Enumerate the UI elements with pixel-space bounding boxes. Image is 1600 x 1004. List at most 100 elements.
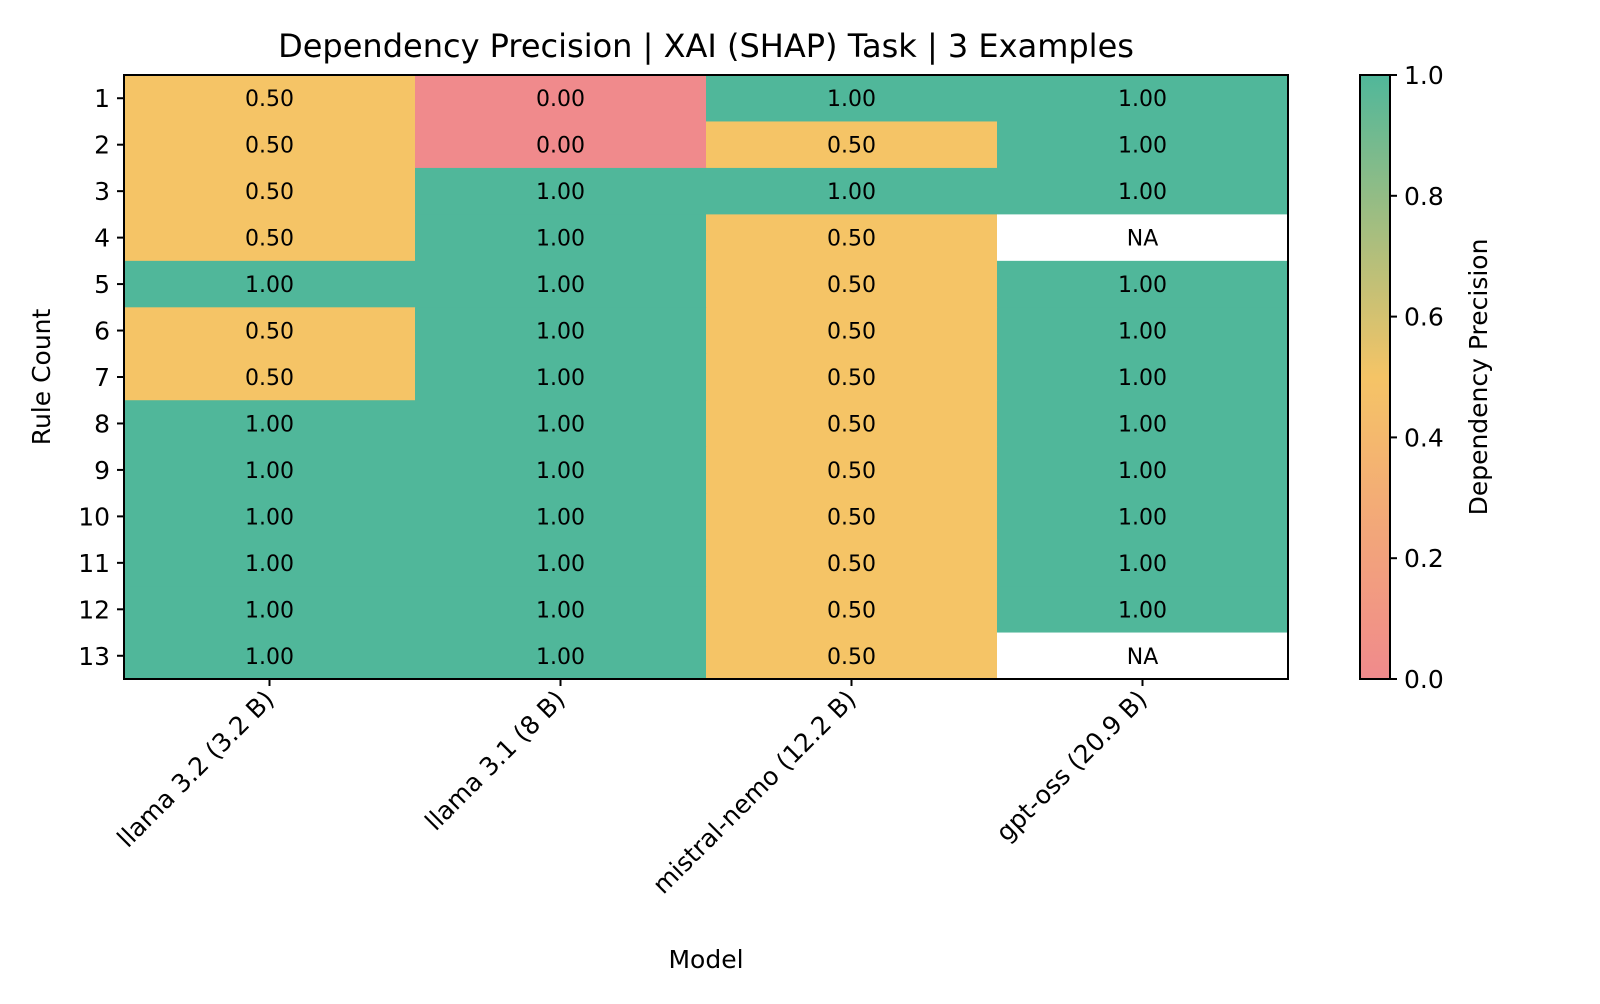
heatmap-cell — [997, 307, 1289, 355]
cell-value-label: NA — [1127, 227, 1159, 252]
heatmap-cell — [706, 400, 998, 448]
y-tick-label: 4 — [94, 224, 110, 253]
cell-value-label: 1.00 — [245, 459, 294, 484]
heatmap-cell — [706, 121, 998, 169]
heatmap-cell — [415, 446, 707, 494]
heatmap-cell — [124, 214, 416, 262]
y-tick-label: 9 — [94, 456, 110, 485]
heatmap-cell — [706, 75, 998, 122]
heatmap-cell — [706, 214, 998, 262]
heatmap-cell — [997, 121, 1289, 169]
colorbar-tick-label: 0.4 — [1404, 423, 1444, 452]
x-axis: llama 3.2 (3.2 B) llama 3.1 (8 B) mistral-… — [112, 679, 1153, 900]
cell-value-label: 1.00 — [536, 180, 585, 205]
cell-value-label: 1.00 — [827, 180, 876, 205]
colorbar-tick-label: 0.2 — [1404, 544, 1444, 573]
heatmap-cell — [415, 260, 707, 308]
heatmap-cell — [997, 400, 1289, 448]
heatmap-cell — [997, 493, 1289, 541]
heatmap-cell — [415, 214, 707, 262]
cell-value-label: 1.00 — [1118, 505, 1167, 530]
heatmap-cell — [415, 75, 707, 122]
y-tick-label: 3 — [94, 177, 110, 206]
cell-value-label: 1.00 — [536, 412, 585, 437]
colorbar: 0.0 0.2 0.4 0.6 0.8 1.0 Dependency Precision — [1359, 61, 1493, 694]
cell-value-label: 0.50 — [827, 505, 876, 530]
heatmap-cell — [706, 586, 998, 634]
cell-value-label: 0.00 — [536, 87, 585, 112]
heatmap-cell — [124, 400, 416, 448]
heatmap-cell — [706, 539, 998, 587]
colorbar-tick-label: 1.0 — [1404, 61, 1444, 90]
cell-value-label: 0.50 — [245, 134, 294, 159]
heatmap-cell — [415, 167, 707, 215]
heatmap-cell — [415, 493, 707, 541]
cell-value-label: 1.00 — [245, 645, 294, 670]
heatmap-cell — [124, 167, 416, 215]
y-tick-label: 8 — [94, 409, 110, 438]
heatmap-cell — [997, 167, 1289, 215]
heatmap-cell — [415, 307, 707, 355]
colorbar-ticks: 0.0 0.2 0.4 0.6 0.8 1.0 — [1390, 61, 1444, 694]
x-tick-label: gpt-oss (20.9 B) — [990, 685, 1152, 847]
cell-value-label: 0.50 — [245, 227, 294, 252]
cell-value-label: 1.00 — [536, 320, 585, 345]
cell-value-label: 1.00 — [1118, 87, 1167, 112]
cell-value-label: 1.00 — [1118, 273, 1167, 298]
y-tick-label: 2 — [94, 131, 110, 160]
cell-value-label: 0.50 — [827, 273, 876, 298]
heatmap-cell — [124, 260, 416, 308]
heatmap-cell — [706, 260, 998, 308]
heatmap-cell — [997, 75, 1289, 122]
cell-value-label: 0.50 — [827, 552, 876, 577]
cell-value-label: 0.50 — [245, 180, 294, 205]
y-axis-label: Rule Count — [27, 308, 56, 445]
y-tick-label: 6 — [94, 317, 110, 346]
heatmap-cell — [997, 260, 1289, 308]
heatmap-cell — [124, 353, 416, 401]
x-tick-label: mistral-nemo (12.2 B) — [647, 685, 862, 900]
cell-value-label: 1.00 — [1118, 552, 1167, 577]
heatmap-cell — [124, 632, 416, 680]
cell-value-label: 1.00 — [1118, 180, 1167, 205]
heatmap-cell — [124, 586, 416, 634]
cell-value-label: 1.00 — [536, 459, 585, 484]
heatmap-cell — [415, 121, 707, 169]
y-tick-label: 1 — [94, 84, 110, 113]
cell-value-label: 1.00 — [1118, 134, 1167, 159]
colorbar-tick-label: 0.8 — [1404, 182, 1444, 211]
y-tick-label: 11 — [78, 549, 110, 578]
heatmap-cell — [706, 632, 998, 680]
y-tick-label: 12 — [78, 595, 110, 624]
heatmap-cell — [706, 446, 998, 494]
y-tick-label: 13 — [78, 642, 110, 671]
heatmap-cell — [706, 493, 998, 541]
cell-value-label: 0.50 — [245, 366, 294, 391]
cell-value-label: 1.00 — [536, 366, 585, 391]
cell-value-label: 0.50 — [827, 134, 876, 159]
cell-value-label: 0.50 — [827, 412, 876, 437]
colorbar-gradient — [1359, 74, 1391, 680]
x-tick-label: llama 3.1 (8 B) — [419, 685, 570, 836]
cell-value-label: 0.50 — [827, 645, 876, 670]
cell-value-label: 1.00 — [1118, 412, 1167, 437]
cell-value-label: 1.00 — [245, 552, 294, 577]
heatmap-cell — [124, 121, 416, 169]
cell-value-label: 0.50 — [827, 227, 876, 252]
colorbar-tick-label: 0.0 — [1404, 665, 1444, 694]
heatmap-cell — [997, 353, 1289, 401]
cell-value-label: 1.00 — [1118, 366, 1167, 391]
heatmap-cell — [997, 539, 1289, 587]
cell-value-label: 1.00 — [245, 412, 294, 437]
cell-value-label: 1.00 — [536, 598, 585, 623]
heatmap-cell — [124, 539, 416, 587]
cell-value-label: 1.00 — [1118, 320, 1167, 345]
cell-value-label: NA — [1127, 645, 1159, 670]
heatmap-cell — [124, 493, 416, 541]
cell-value-label: 1.00 — [536, 645, 585, 670]
heatmap-cell — [415, 632, 707, 680]
cell-value-label: 1.00 — [536, 505, 585, 530]
